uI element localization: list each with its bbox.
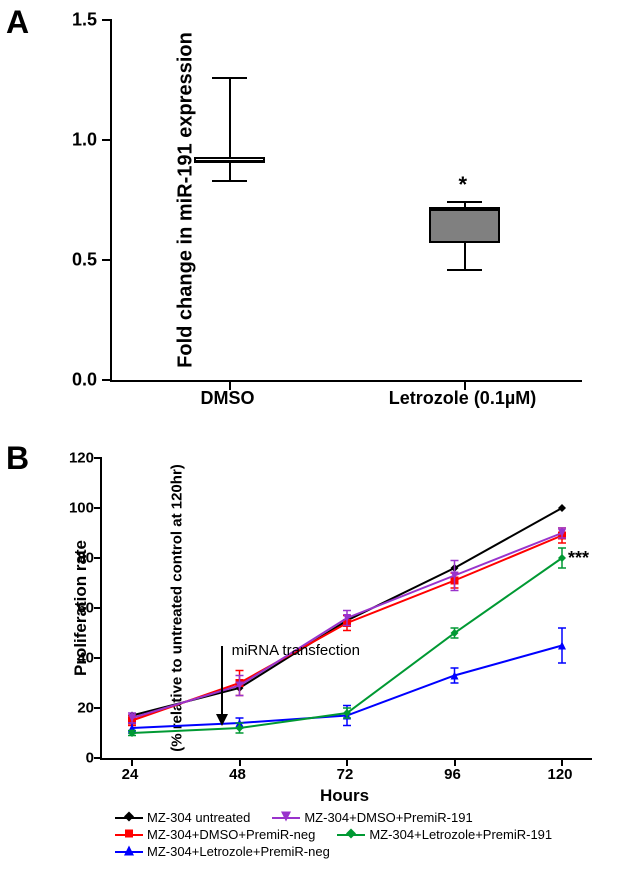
whisker-cap <box>447 201 482 203</box>
panel-b-xtick <box>346 758 348 766</box>
legend-marker-icon <box>123 827 135 842</box>
panel-b-ytick <box>94 607 102 609</box>
legend-text: MZ-304+DMSO+PremiR-neg <box>147 827 315 842</box>
panel-b-xtick <box>561 758 563 766</box>
significance-star: * <box>459 172 468 198</box>
panel-b: B Proliferation rate (% relative to untr… <box>0 440 635 873</box>
significance-stars: *** <box>568 548 589 569</box>
panel-b-ytick <box>94 557 102 559</box>
panel-a: A Fold change in miR-191 expression * 0.… <box>0 0 635 440</box>
panel-b-label: B <box>6 440 29 477</box>
figure: A Fold change in miR-191 expression * 0.… <box>0 0 635 873</box>
whisker-cap <box>212 77 247 79</box>
whisker <box>229 78 231 157</box>
legend-item: MZ-304+DMSO+PremiR-191 <box>272 810 472 825</box>
panel-b-ytick <box>94 657 102 659</box>
panel-a-xtick-label: DMSO <box>201 388 255 409</box>
legend-marker-icon <box>123 844 135 859</box>
legend-line-icon <box>115 817 143 819</box>
panel-b-xtick-label: 120 <box>547 766 572 783</box>
panel-a-label: A <box>6 4 29 41</box>
arrow-head-icon <box>216 714 228 726</box>
panel-b-xtick-label: 72 <box>337 766 354 783</box>
panel-b-ytick-label: 120 <box>66 450 94 467</box>
panel-b-lines <box>102 458 592 758</box>
legend-line-icon <box>272 817 300 819</box>
panel-b-ytick-label: 80 <box>66 550 94 567</box>
legend-marker-icon <box>345 827 357 842</box>
legend-item: MZ-304 untreated <box>115 810 250 825</box>
panel-b-ytick-label: 20 <box>66 700 94 717</box>
panel-b-xtick <box>131 758 133 766</box>
legend-text: MZ-304 untreated <box>147 810 250 825</box>
arrow-icon <box>221 646 223 716</box>
panel-b-legend: MZ-304 untreated MZ-304+DMSO+PremiR-191 MZ… <box>115 810 552 861</box>
legend-marker-icon <box>123 810 135 825</box>
panel-b-ytick-label: 0 <box>66 750 94 767</box>
whisker-cap <box>212 180 247 182</box>
legend-line-icon <box>115 851 143 853</box>
whisker <box>464 243 466 269</box>
legend-item: MZ-304+Letrozole+PremiR-neg <box>115 844 330 859</box>
panel-a-xtick-label: Letrozole (0.1µM) <box>389 388 536 409</box>
panel-a-plot: * <box>110 20 582 382</box>
whisker <box>229 162 231 181</box>
panel-b-xtick-label: 48 <box>229 766 246 783</box>
legend-text: MZ-304+Letrozole+PremiR-191 <box>369 827 552 842</box>
legend-text: MZ-304+Letrozole+PremiR-neg <box>147 844 330 859</box>
boxplot-median <box>429 209 500 211</box>
series-marker <box>558 504 566 512</box>
panel-b-plot: miRNA transfection <box>100 458 592 760</box>
panel-b-xtick <box>239 758 241 766</box>
panel-b-ytick <box>94 757 102 759</box>
legend-line-icon <box>115 834 143 836</box>
legend-text: MZ-304+DMSO+PremiR-191 <box>304 810 472 825</box>
panel-a-ytick-label: 1.5 <box>72 10 157 31</box>
legend-marker-icon <box>280 810 292 825</box>
panel-b-ytick <box>94 457 102 459</box>
panel-a-ytick-label: 0.5 <box>72 250 157 271</box>
panel-b-xtick-label: 24 <box>122 766 139 783</box>
legend-line-icon <box>337 834 365 836</box>
panel-b-xtick <box>454 758 456 766</box>
arrow-label: miRNA transfection <box>232 642 360 659</box>
panel-b-xtick-label: 96 <box>444 766 461 783</box>
legend-item: MZ-304+Letrozole+PremiR-191 <box>337 827 552 842</box>
panel-b-ytick-label: 40 <box>66 650 94 667</box>
boxplot-box <box>429 207 500 243</box>
panel-b-ytick-label: 60 <box>66 600 94 617</box>
whisker-cap <box>447 269 482 271</box>
panel-a-ytick-label: 0.0 <box>72 370 157 391</box>
legend-item: MZ-304+DMSO+PremiR-neg <box>115 827 315 842</box>
panel-b-ytick <box>94 707 102 709</box>
panel-b-ytick-label: 100 <box>66 500 94 517</box>
panel-a-ytick-label: 1.0 <box>72 130 157 151</box>
panel-b-xlabel: Hours <box>320 786 369 806</box>
panel-b-ytick <box>94 507 102 509</box>
